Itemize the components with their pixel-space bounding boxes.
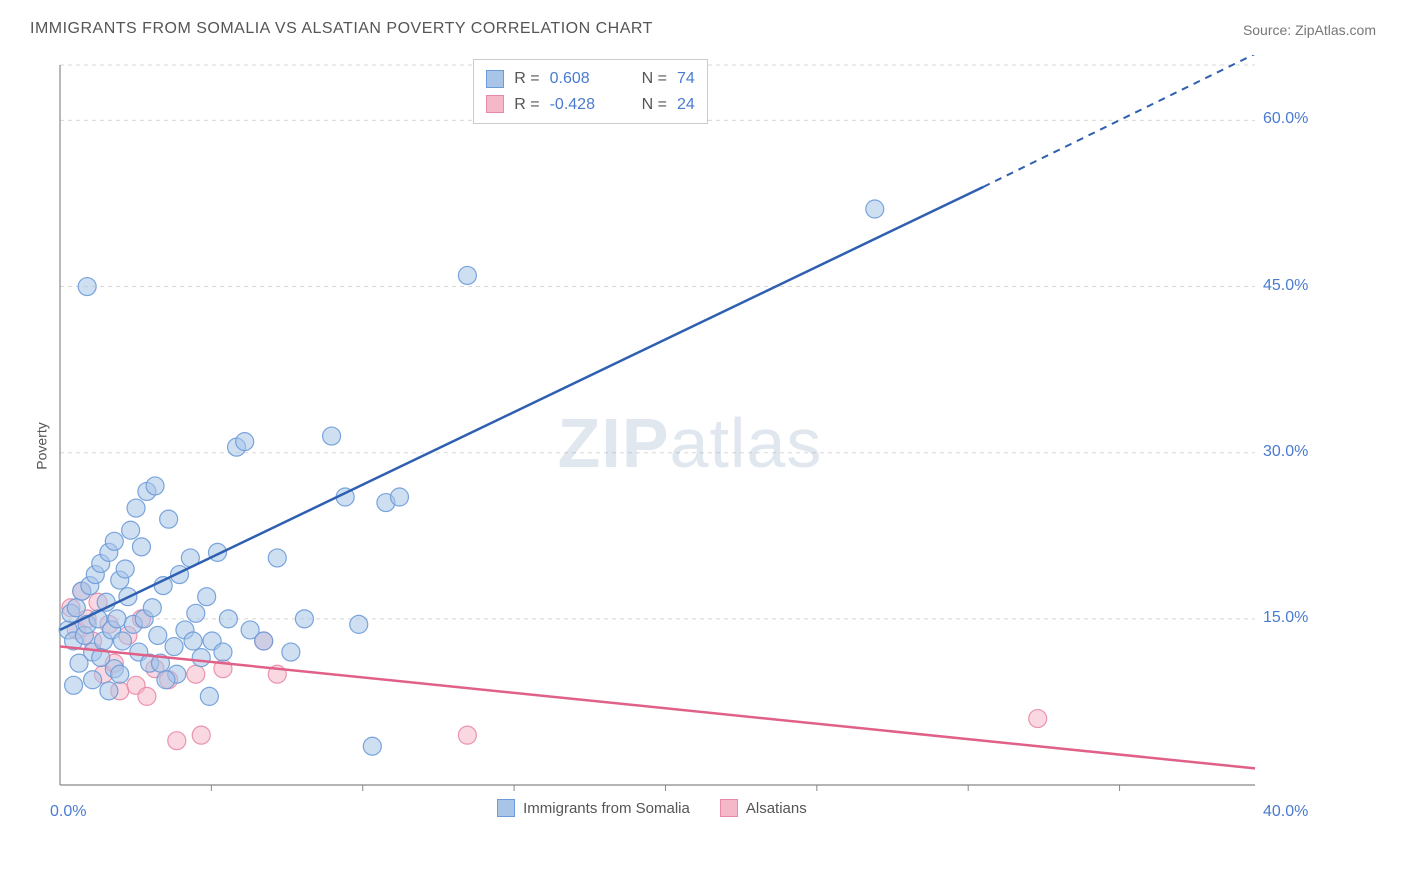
legend-item-series2: Alsatians <box>720 799 807 817</box>
axis-tick-label: 30.0% <box>1263 443 1308 461</box>
series2-name: Alsatians <box>746 800 807 817</box>
series2-swatch-icon <box>720 799 738 817</box>
axis-tick-label: 40.0% <box>1263 803 1308 821</box>
n-label: N = <box>642 92 667 118</box>
stats-row-series2: R = -0.428 N = 24 <box>486 92 694 118</box>
axis-tick-label: 0.0% <box>50 803 86 821</box>
series2-r-value: -0.428 <box>550 92 610 118</box>
scatter-chart-svg <box>55 55 1325 830</box>
bottom-legend: Immigrants from Somalia Alsatians <box>497 799 807 817</box>
axis-tick-label: 60.0% <box>1263 110 1308 128</box>
r-label: R = <box>514 92 539 118</box>
source-attribution: Source: ZipAtlas.com <box>1243 22 1376 38</box>
series1-name: Immigrants from Somalia <box>523 800 690 817</box>
stats-row-series1: R = 0.608 N = 74 <box>486 66 694 92</box>
n-label: N = <box>642 66 667 92</box>
series2-swatch <box>486 95 504 113</box>
chart-title: IMMIGRANTS FROM SOMALIA VS ALSATIAN POVE… <box>30 20 653 38</box>
stats-legend-box: R = 0.608 N = 74 R = -0.428 N = 24 <box>473 59 707 124</box>
series1-swatch <box>486 70 504 88</box>
r-label: R = <box>514 66 539 92</box>
series2-n-value: 24 <box>677 92 695 118</box>
chart-area: ZIPatlas R = 0.608 N = 74 R = -0.428 N =… <box>55 55 1325 830</box>
axis-tick-label: 45.0% <box>1263 277 1308 295</box>
series1-swatch-icon <box>497 799 515 817</box>
axis-tick-label: 15.0% <box>1263 609 1308 627</box>
series1-n-value: 74 <box>677 66 695 92</box>
series1-r-value: 0.608 <box>550 66 610 92</box>
y-axis-label: Poverty <box>34 422 50 469</box>
legend-item-series1: Immigrants from Somalia <box>497 799 690 817</box>
